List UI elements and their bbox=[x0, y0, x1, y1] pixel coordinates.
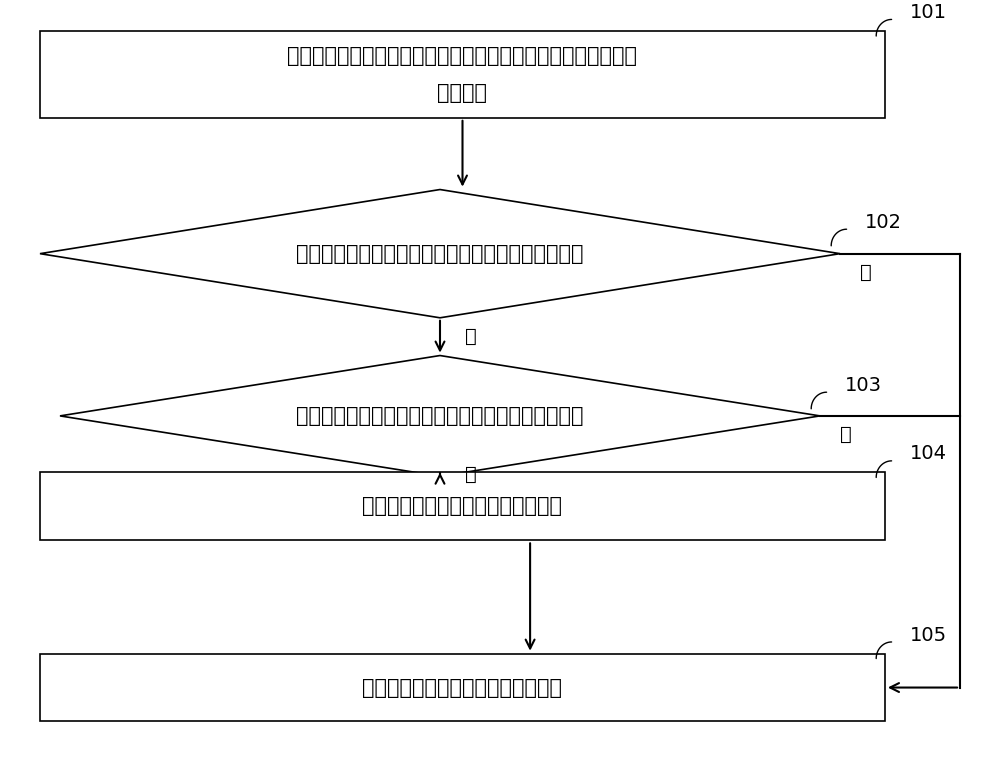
Text: 102: 102 bbox=[865, 213, 902, 232]
Text: 105: 105 bbox=[910, 626, 947, 645]
Text: 103: 103 bbox=[845, 375, 882, 394]
Polygon shape bbox=[40, 189, 840, 318]
Text: 101: 101 bbox=[910, 3, 947, 22]
Text: 104: 104 bbox=[910, 444, 947, 463]
Text: 判断用户触发的操作是否满足预设快速充电触发操作: 判断用户触发的操作是否满足预设快速充电触发操作 bbox=[296, 243, 584, 264]
Polygon shape bbox=[40, 654, 885, 722]
Polygon shape bbox=[60, 356, 820, 476]
Text: 是: 是 bbox=[465, 327, 477, 346]
Text: 否: 否 bbox=[860, 263, 872, 282]
Text: 接收用户触发的操作，该操作是通过充电器对终端设备进行充电: 接收用户触发的操作，该操作是通过充电器对终端设备进行充电 bbox=[287, 46, 638, 66]
Polygon shape bbox=[40, 472, 885, 540]
Text: 是: 是 bbox=[465, 465, 477, 484]
Polygon shape bbox=[40, 31, 885, 118]
Text: 时触发的: 时触发的 bbox=[437, 83, 487, 103]
Text: 以快速充电模式对终端设备进行充电: 以快速充电模式对终端设备进行充电 bbox=[362, 497, 562, 517]
Text: 以普通充电模式对终端设备进行充电: 以普通充电模式对终端设备进行充电 bbox=[362, 678, 562, 697]
Text: 否: 否 bbox=[840, 425, 852, 444]
Text: 检测终端设备的电量，判断该电量是否低于第一阈值: 检测终端设备的电量，判断该电量是否低于第一阈值 bbox=[296, 406, 584, 426]
